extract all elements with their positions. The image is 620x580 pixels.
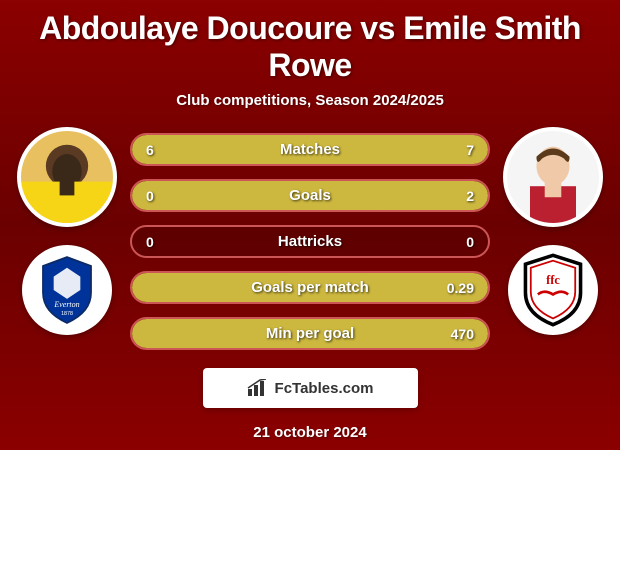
stat-value-right: 0.29 [447, 273, 474, 302]
branding-badge[interactable]: FcTables.com [203, 368, 418, 408]
stat-value-left: 6 [146, 135, 154, 164]
stat-value-right: 470 [451, 319, 474, 348]
stat-value-left: 0 [146, 227, 154, 256]
bar-fill-left [132, 135, 296, 164]
stat-bar: 0.29Goals per match [130, 271, 490, 304]
player-left-avatar [17, 127, 117, 227]
bar-fill-full [132, 181, 488, 210]
everton-crest-icon: Everton 1878 [27, 250, 107, 330]
svg-text:1878: 1878 [61, 311, 73, 317]
stat-label: Hattricks [132, 227, 488, 256]
footer-date: 21 october 2024 [0, 424, 620, 441]
bar-chart-icon [247, 379, 269, 397]
right-column: ffc [498, 127, 608, 335]
player-right-avatar [503, 127, 603, 227]
subtitle: Club competitions, Season 2024/2025 [0, 92, 620, 109]
stat-value-left: 0 [146, 181, 154, 210]
person-icon [21, 127, 113, 227]
stat-bars: 67Matches02Goals00Hattricks0.29Goals per… [130, 127, 490, 350]
content-row: Everton 1878 67Matches02Goals00Hattricks… [0, 127, 620, 350]
stat-value-right: 7 [466, 135, 474, 164]
club-left-badge: Everton 1878 [22, 245, 112, 335]
bar-fill-full [132, 273, 488, 302]
left-column: Everton 1878 [12, 127, 122, 335]
svg-text:ffc: ffc [546, 273, 560, 287]
person-icon [507, 127, 599, 227]
stat-bar: 0 0Hattricks [130, 225, 490, 258]
comparison-card: Abdoulaye Doucoure vs Emile Smith Rowe C… [0, 0, 620, 450]
svg-text:Everton: Everton [53, 300, 79, 309]
stat-bar: 02Goals [130, 179, 490, 212]
page-title: Abdoulaye Doucoure vs Emile Smith Rowe [0, 10, 620, 84]
bar-fill-right [296, 135, 488, 164]
stat-bar: 470Min per goal [130, 317, 490, 350]
stat-value-right: 0 [466, 227, 474, 256]
fulham-crest-icon: ffc [513, 250, 593, 330]
club-right-badge: ffc [508, 245, 598, 335]
stat-bar: 67Matches [130, 133, 490, 166]
branding-text: FcTables.com [275, 380, 374, 397]
stat-value-right: 2 [466, 181, 474, 210]
bar-fill-full [132, 319, 488, 348]
